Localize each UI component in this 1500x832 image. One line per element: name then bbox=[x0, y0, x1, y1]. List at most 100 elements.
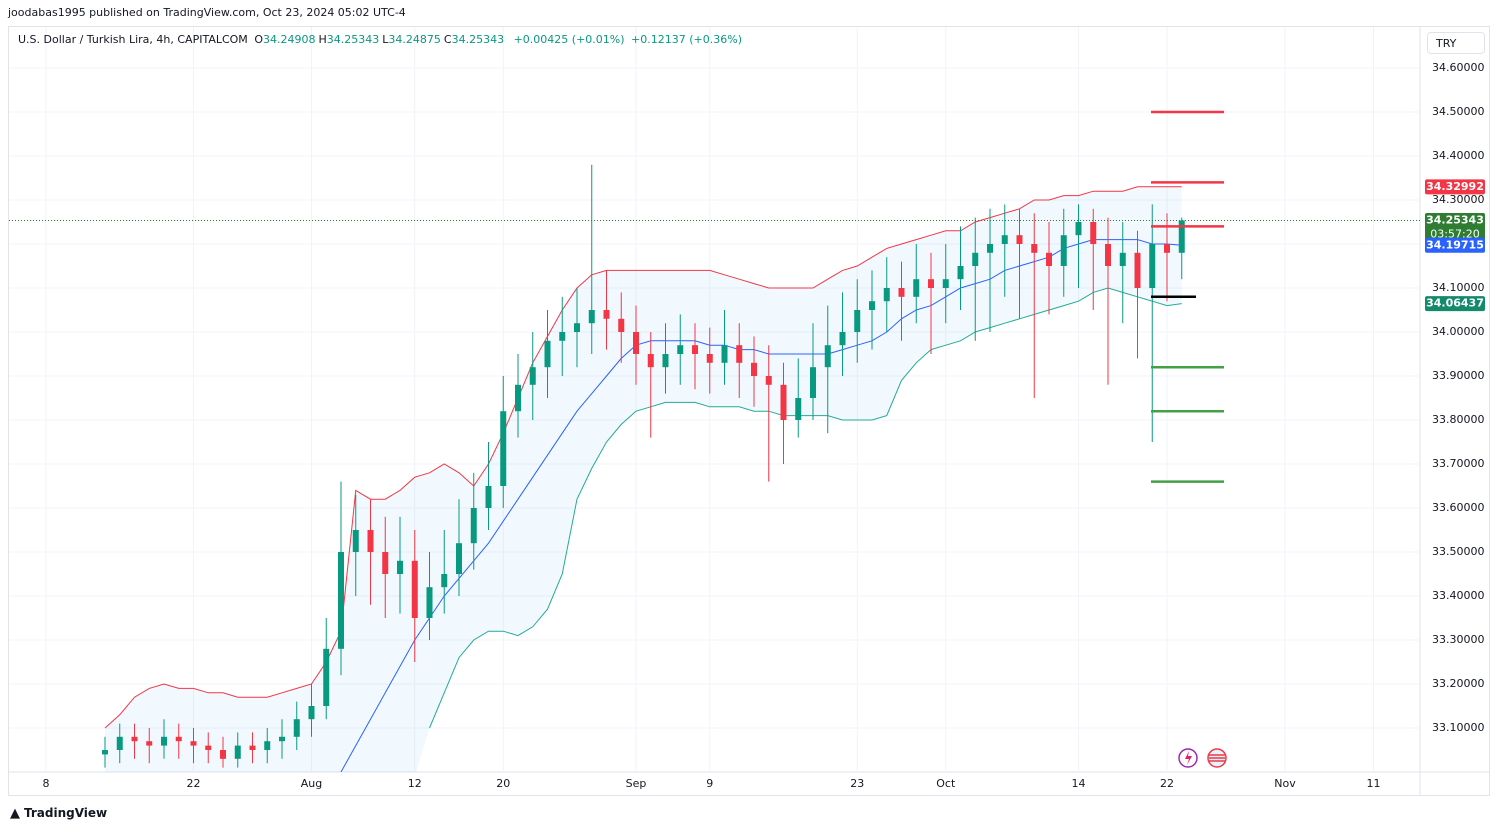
flag-stripes bbox=[1209, 754, 1225, 762]
price-badge bbox=[1425, 212, 1485, 243]
chart-frame bbox=[8, 26, 1490, 796]
candle-body bbox=[529, 367, 536, 385]
symbol: U.S. Dollar / Turkish Lira, 4h, CAPITALC… bbox=[18, 33, 248, 46]
price-badge bbox=[1425, 179, 1485, 195]
price-badge bbox=[1425, 296, 1485, 312]
candle-body bbox=[913, 279, 920, 297]
y-tick-label: 33.30000 bbox=[1432, 633, 1485, 646]
candle-body bbox=[205, 745, 212, 750]
candle-body bbox=[323, 648, 330, 706]
x-tick-label: Aug bbox=[301, 777, 322, 790]
currency-button[interactable]: TRY bbox=[1427, 32, 1485, 54]
y-tick-label: 34.40000 bbox=[1432, 149, 1485, 162]
candle-body bbox=[234, 745, 241, 759]
candle-body bbox=[633, 332, 639, 354]
y-tick-label: 34.00000 bbox=[1432, 325, 1485, 338]
candle-body bbox=[662, 354, 669, 368]
y-tick-label: 33.60000 bbox=[1432, 501, 1485, 514]
candle-body bbox=[1134, 252, 1141, 288]
y-tick-label: 34.10000 bbox=[1432, 281, 1485, 294]
candle-body bbox=[928, 279, 934, 288]
price-badge-label: 34.32992 bbox=[1426, 180, 1484, 193]
plot bbox=[9, 110, 1420, 772]
candle-body bbox=[765, 376, 772, 385]
candle-body bbox=[397, 560, 403, 574]
ohlc-value: 34.24875 bbox=[388, 33, 441, 46]
candle-body bbox=[441, 574, 448, 588]
candle-body bbox=[1001, 235, 1008, 244]
price-badge-label: 34.25343 bbox=[1426, 213, 1484, 226]
candle-body bbox=[706, 354, 713, 363]
price-badge-timer: 03:57:20 bbox=[1430, 227, 1479, 240]
candle-body bbox=[780, 384, 787, 420]
candle-body bbox=[249, 745, 256, 750]
y-tick-label: 33.10000 bbox=[1432, 721, 1485, 734]
ohlc: O34.24908 H34.25343 L34.24875 C34.25343 bbox=[254, 33, 507, 46]
candle-body bbox=[588, 310, 595, 324]
x-tick-label: 22 bbox=[187, 777, 201, 790]
y-tick-label: 34.60000 bbox=[1432, 61, 1485, 74]
candle-body bbox=[190, 741, 197, 746]
candle-body bbox=[382, 552, 389, 574]
candle-body bbox=[220, 750, 226, 759]
brand: ▲ TradingView bbox=[10, 806, 107, 821]
ohlc-key: H bbox=[318, 33, 327, 46]
publisher: joodabas1995 published on TradingView.co… bbox=[8, 6, 406, 19]
candle-body bbox=[308, 706, 315, 720]
y-tick-label: 34.50000 bbox=[1432, 105, 1485, 118]
axes: 33.10000 33.20000 33.30000 33.40000 33.50000… bbox=[43, 61, 1485, 790]
candle-body bbox=[839, 332, 846, 346]
candle-body bbox=[367, 530, 374, 552]
change: +0.00425 (+0.01%) bbox=[513, 33, 625, 46]
y-tick-label: 34.30000 bbox=[1432, 193, 1485, 206]
ohlc-key: O bbox=[254, 33, 263, 46]
candle-body bbox=[795, 398, 802, 420]
ohlc-value: 34.25343 bbox=[451, 33, 505, 46]
candle-body bbox=[485, 486, 492, 508]
candle-body bbox=[647, 354, 654, 368]
brand-name: TradingView bbox=[24, 806, 108, 820]
candle-body bbox=[898, 288, 905, 297]
candle-body bbox=[1075, 222, 1082, 236]
y-tick-label: 33.40000 bbox=[1432, 589, 1485, 602]
brand-logo: ▲ bbox=[10, 806, 20, 821]
candle-body bbox=[1178, 220, 1185, 253]
ohlc-key: L bbox=[382, 33, 389, 46]
candle-body bbox=[869, 301, 875, 310]
candle-body bbox=[426, 587, 433, 618]
candle-body bbox=[883, 288, 890, 302]
candle-body bbox=[1164, 244, 1170, 253]
ohlc-key: C bbox=[443, 33, 452, 46]
candle-body bbox=[559, 332, 566, 341]
candle-body bbox=[116, 736, 123, 750]
y-tick-label: 33.50000 bbox=[1432, 545, 1485, 558]
candle-body bbox=[131, 736, 138, 742]
candle-body bbox=[721, 345, 728, 363]
candle-body bbox=[1105, 244, 1111, 266]
candle-body bbox=[987, 244, 993, 253]
price-badge bbox=[1425, 237, 1485, 253]
y-tick-label: 33.80000 bbox=[1432, 413, 1485, 426]
band-line bbox=[340, 239, 1182, 772]
candle-body bbox=[456, 543, 462, 574]
x-tick-label: Oct bbox=[936, 777, 956, 790]
candle-body bbox=[824, 345, 831, 368]
band-line bbox=[429, 287, 1182, 729]
candle-body bbox=[264, 741, 271, 750]
candle-body bbox=[146, 741, 153, 746]
candle-body bbox=[1060, 235, 1067, 266]
x-tick-label: 11 bbox=[1367, 777, 1381, 790]
x-tick-label: 23 bbox=[850, 777, 864, 790]
candle-body bbox=[175, 736, 182, 742]
candle-body bbox=[677, 345, 684, 354]
candle-body bbox=[102, 750, 108, 755]
x-tick-label: Nov bbox=[1274, 777, 1296, 790]
candle-body bbox=[500, 411, 507, 486]
band-fill bbox=[105, 186, 1182, 772]
candle-body bbox=[1090, 222, 1097, 244]
x-tick-label: 12 bbox=[408, 777, 422, 790]
y-tick-label: 33.90000 bbox=[1432, 369, 1485, 382]
grid bbox=[9, 27, 1420, 772]
